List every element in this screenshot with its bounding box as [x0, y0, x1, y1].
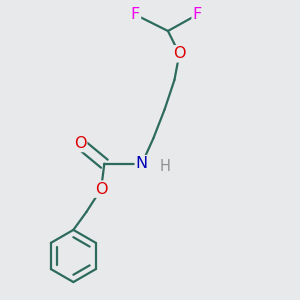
Text: O: O — [95, 182, 107, 196]
Text: O: O — [74, 136, 86, 151]
Text: H: H — [159, 160, 170, 175]
Text: F: F — [193, 7, 202, 22]
Text: N: N — [136, 156, 148, 171]
Text: O: O — [173, 46, 186, 61]
Text: F: F — [131, 7, 140, 22]
